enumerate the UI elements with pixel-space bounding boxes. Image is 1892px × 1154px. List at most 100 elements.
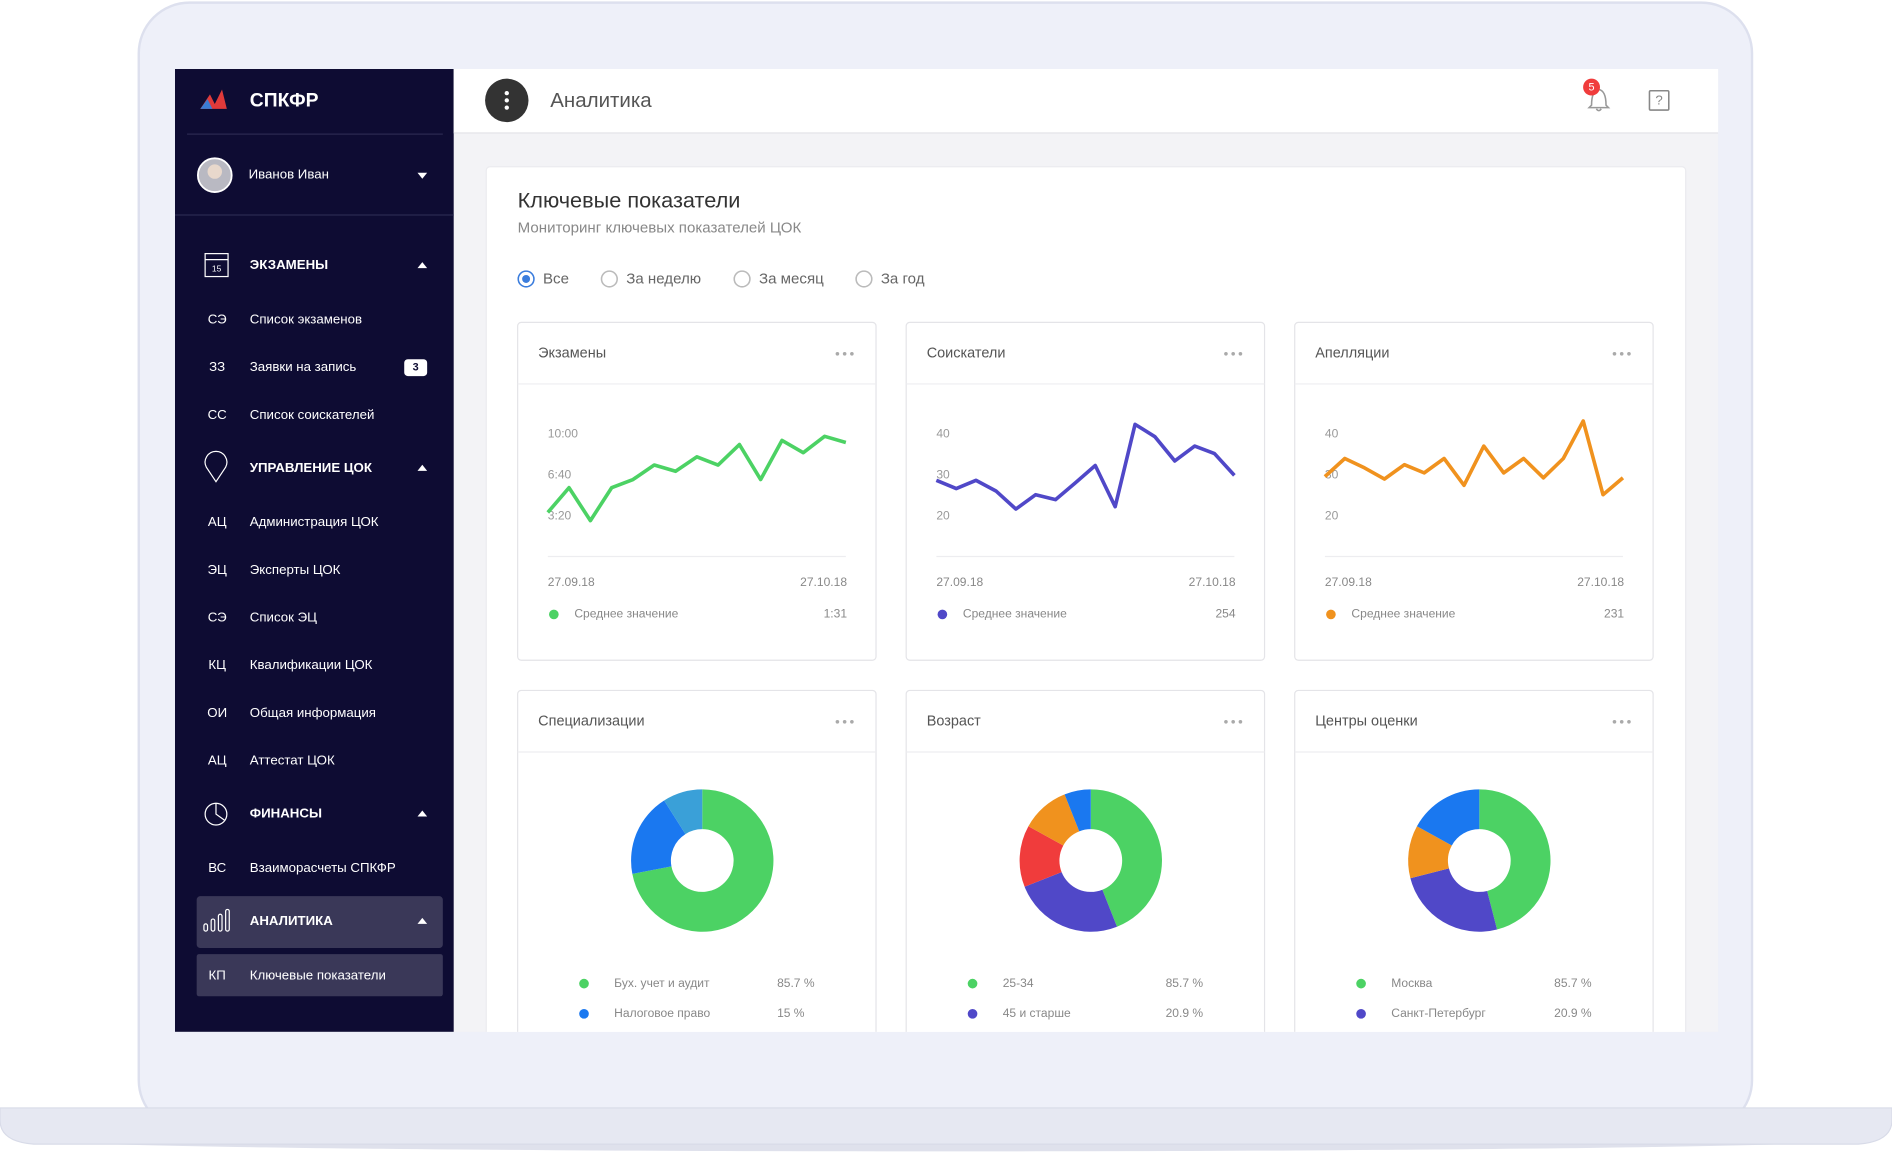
card-menu-dot[interactable] <box>850 351 854 356</box>
card-menu-dot[interactable] <box>1627 351 1631 356</box>
card-menu-dot[interactable] <box>842 351 847 356</box>
summary: 231 <box>1604 607 1624 621</box>
line-series <box>935 422 1236 511</box>
y-tick-label: 10:00 <box>548 426 578 440</box>
card: Апелляции 40 30 20 27.09.18 27.10.18 Среднее з… <box>1294 321 1654 661</box>
logo-text: СПКФР <box>250 91 319 112</box>
logo-icon-blue <box>200 99 213 109</box>
badge-bg <box>404 359 428 377</box>
menu-item[interactable]: Аттестат ЦОК <box>250 753 335 768</box>
card-bg <box>517 321 877 661</box>
donut-segment <box>1064 789 1091 832</box>
menu-abbr: СС <box>208 407 228 422</box>
section-subtitle: Мониторинг ключевых показателей ЦОК <box>518 219 802 236</box>
group-caret[interactable] <box>417 810 428 817</box>
help-icon[interactable] <box>1648 89 1670 111</box>
user-name[interactable]: Иванов Иван <box>249 167 329 182</box>
card-menu-dot[interactable] <box>835 351 840 356</box>
menu-abbr: СЭ <box>208 610 227 625</box>
card-menu-dot[interactable] <box>1627 719 1631 724</box>
radio-label[interactable]: За год <box>881 271 925 288</box>
sidebar-bg <box>174 69 454 1032</box>
radio-label[interactable]: За месяц <box>759 271 824 288</box>
menu-group[interactable]: УПРАВЛЕНИЕ ЦОК <box>250 460 373 475</box>
card-menu-dot[interactable] <box>1612 351 1617 356</box>
menu-group[interactable]: ЭКЗАМЕНЫ <box>250 257 328 272</box>
card: Соискатели 40 30 20 27.09.18 27.10.18 Среднее … <box>905 321 1266 661</box>
donut-segment <box>1028 794 1080 846</box>
menu-item[interactable]: Список ЭЦ <box>250 610 317 625</box>
y-tick-label: 30 <box>936 468 950 482</box>
card-menu-dot[interactable] <box>1238 719 1243 724</box>
menu-item[interactable]: Ключевые показатели <box>250 967 386 982</box>
donut-segment <box>631 800 686 874</box>
group-caret[interactable] <box>417 464 428 471</box>
sidebar: СПКФР Иванов Иван 15 ЭКЗАМЕНЫ СЭ Список экзам… <box>174 69 454 1032</box>
card-menu-dot[interactable] <box>1224 719 1228 724</box>
radio[interactable] <box>733 270 751 288</box>
menu-item[interactable]: Администрация ЦОК <box>250 514 379 529</box>
legend-label: Санкт-Петербург <box>1391 1006 1486 1020</box>
screen: СПКФР Иванов Иван 15 ЭКЗАМЕНЫ СЭ Список экзам… <box>174 69 1719 1032</box>
group-caret[interactable] <box>417 262 428 269</box>
menu-abbr: АЦ <box>208 753 227 768</box>
avatar-face <box>207 164 223 179</box>
menu-item[interactable]: Квалификации ЦОК <box>250 657 373 672</box>
x-start-label: 27.09.18 <box>936 575 983 589</box>
menu-dot <box>504 90 509 96</box>
legend-label: Среднее значение <box>963 607 1067 621</box>
menu-item[interactable]: Взаиморасчеты СПКФР <box>250 860 396 875</box>
donut-segment <box>1416 789 1480 846</box>
group-icon <box>204 802 228 826</box>
card-menu-dot[interactable] <box>1238 351 1243 356</box>
line-series <box>1323 419 1625 497</box>
icon-text: 15 <box>212 264 222 274</box>
icon <box>204 253 229 278</box>
legend-dot <box>937 609 948 620</box>
menu-abbr: ЗЗ <box>209 359 225 374</box>
bell-icon[interactable] <box>1587 88 1611 112</box>
legend-label: Москва <box>1391 976 1432 990</box>
legend-value: 85.7 % <box>1554 976 1592 990</box>
menu-group[interactable]: ФИНАНСЫ <box>250 806 322 821</box>
radio[interactable] <box>855 270 873 288</box>
legend-label: Среднее значение <box>574 607 678 621</box>
card-bg <box>905 689 1266 1032</box>
card-menu-dot[interactable] <box>1619 351 1624 356</box>
legend-value: 15 % <box>777 1006 805 1020</box>
y-tick-label: 6:40 <box>548 468 572 482</box>
card: Специализации Бух. учет и аудит 85.7 % Нало… <box>517 689 877 1032</box>
donut-segment <box>1410 868 1498 932</box>
card-menu-dot[interactable] <box>835 719 840 724</box>
menu-item[interactable]: Список экзаменов <box>250 311 362 326</box>
card-menu-dot[interactable] <box>1619 719 1624 724</box>
card-menu-dot[interactable] <box>1224 351 1228 356</box>
menu-item[interactable]: Общая информация <box>250 705 376 720</box>
radio[interactable] <box>600 270 618 288</box>
y-tick-label: 20 <box>1325 509 1339 523</box>
icon <box>204 450 228 483</box>
menu-item[interactable]: Список соискателей <box>250 407 375 422</box>
radio-label[interactable]: За неделю <box>626 271 701 288</box>
icon <box>225 908 230 932</box>
page-title: Аналитика <box>550 89 652 112</box>
card-menu-dot[interactable] <box>1231 719 1235 724</box>
card-menu-dot[interactable] <box>850 719 854 724</box>
menu-group[interactable]: АНАЛИТИКА <box>250 913 333 928</box>
radio-label[interactable]: Все <box>543 271 569 288</box>
y-tick-label: 40 <box>1325 426 1339 440</box>
card-menu-dot[interactable] <box>1231 351 1235 356</box>
y-tick-label: 30 <box>1325 468 1339 482</box>
legend-label: Бух. учет и аудит <box>614 976 710 990</box>
menu-abbr: ОИ <box>207 705 227 720</box>
card-menu-dot[interactable] <box>842 719 847 724</box>
badge: 3 <box>413 362 419 374</box>
menu-item[interactable]: Заявки на запись <box>250 359 357 374</box>
card-menu-dot[interactable] <box>1612 719 1617 724</box>
menu-item[interactable]: Эксперты ЦОК <box>250 562 341 577</box>
card-title: Апелляции <box>1315 346 1389 362</box>
user-caret[interactable] <box>417 172 428 179</box>
group-caret[interactable] <box>417 917 428 924</box>
card-bg <box>905 321 1266 661</box>
